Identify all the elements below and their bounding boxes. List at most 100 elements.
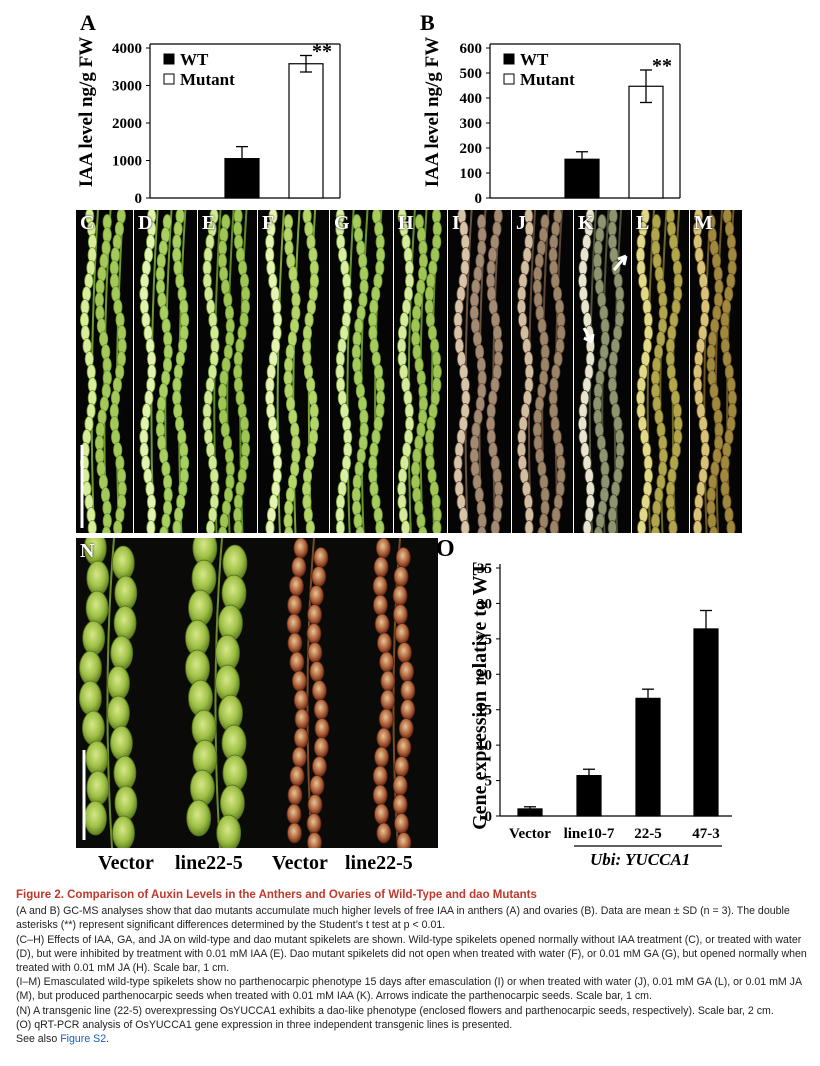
grain: [286, 613, 302, 635]
grain: [376, 822, 392, 844]
figure-s2-link[interactable]: Figure S2: [60, 1033, 107, 1046]
y-tick-label: 1000: [112, 154, 142, 170]
grain: [306, 623, 322, 644]
grain: [372, 594, 388, 616]
panel-d-letter: D: [138, 212, 153, 234]
grain: [311, 756, 327, 777]
grain: [85, 740, 109, 776]
category-label: 47-3: [692, 826, 720, 842]
grain: [392, 794, 408, 815]
caption-see-also: See also Figure S2.: [16, 1033, 110, 1046]
y-tick-label: 3000: [112, 79, 142, 95]
grain: [293, 538, 309, 559]
panel-b-letter: B: [420, 10, 435, 35]
caption-paragraph-im: (I–M) Emasculated wild-type spikelets sh…: [16, 976, 802, 1003]
grain: [372, 784, 388, 806]
y-tick-label: 35: [477, 561, 492, 577]
grain: [86, 770, 110, 806]
panel-f-photo: F: [258, 210, 329, 533]
grain: [313, 547, 329, 568]
y-tick-label: 10: [477, 738, 492, 754]
grain: [186, 799, 212, 837]
grain: [291, 746, 307, 768]
grain: [311, 680, 327, 701]
grain: [392, 604, 408, 625]
grain: [86, 560, 110, 596]
panel-k-photo: K: [574, 210, 631, 533]
grain: [81, 710, 105, 746]
grain: [396, 642, 412, 663]
legend-label: Mutant: [520, 70, 575, 89]
grain: [110, 635, 134, 671]
y-tick-label: 0: [135, 191, 143, 207]
significance-marker: **: [312, 41, 332, 63]
y-tick-label: 500: [460, 66, 483, 82]
grain: [113, 605, 137, 641]
grain: [307, 832, 322, 848]
grain: [79, 650, 102, 686]
grain: [289, 765, 305, 787]
y-tick-label: 200: [460, 141, 483, 157]
panel-i-photo: I: [448, 210, 511, 533]
grain: [307, 794, 323, 815]
panel-n-photo: N: [76, 538, 438, 848]
y-tick-label: 0: [485, 809, 493, 825]
grain: [84, 800, 107, 836]
grain: [113, 755, 137, 791]
grain: [78, 680, 102, 716]
panel-a-ylabel: IAA level ng/g FW: [76, 36, 97, 188]
panel-j-letter: J: [516, 212, 526, 234]
panel-m-letter: M: [694, 212, 713, 234]
grain: [372, 765, 388, 787]
legend-label: WT: [520, 50, 549, 69]
bar-vector: [517, 808, 543, 817]
grain: [82, 620, 106, 656]
grain: [376, 727, 392, 749]
y-tick-label: 30: [477, 596, 492, 612]
grain: [289, 651, 305, 673]
significance-marker: **: [652, 55, 672, 77]
grain: [216, 814, 242, 848]
y-tick-label: 15: [477, 703, 492, 719]
grain: [288, 575, 304, 597]
grain: [286, 803, 302, 825]
caption-paragraph-ab: (A and B) GC-MS analyses show that dao m…: [16, 905, 790, 932]
grain: [313, 699, 329, 720]
grain: [392, 775, 408, 796]
grain: [307, 604, 323, 625]
panel-n-image: [78, 538, 416, 848]
y-tick-label: 600: [460, 41, 483, 57]
y-tick-label: 0: [475, 191, 483, 207]
grain: [111, 545, 135, 581]
caption-title: Figure 2. Comparison of Auxin Levels in …: [16, 889, 537, 901]
bar-mutant: [288, 63, 324, 199]
y-tick-label: 100: [460, 166, 483, 182]
grain: [399, 661, 415, 682]
panel-c-photo: C: [76, 210, 133, 533]
grain: [375, 538, 391, 559]
grain: [372, 575, 388, 597]
grain: [85, 590, 109, 626]
y-tick-label: 2000: [112, 116, 142, 132]
grain: [291, 556, 307, 578]
panel-e-photo: E: [198, 210, 257, 533]
y-tick-label: 25: [477, 632, 492, 648]
grain: [313, 737, 329, 758]
y-tick-label: 5: [485, 774, 493, 790]
panel-h-photo: H: [394, 210, 447, 533]
grain: [291, 670, 307, 692]
grain: [287, 632, 303, 654]
y-tick-label: 4000: [112, 41, 142, 57]
panicle-stem: [106, 538, 115, 848]
panel-n-label-2: line22-5: [175, 852, 243, 874]
grain: [308, 585, 324, 606]
grain: [394, 813, 409, 834]
category-label: 22-5: [634, 826, 662, 842]
grain: [374, 613, 390, 635]
caption-paragraph-ch: (C–H) Effects of IAA, GA, and JA on wild…: [16, 933, 807, 975]
grain: [380, 670, 396, 692]
panicle-stem: [214, 538, 223, 848]
category-label: line10-7: [564, 826, 615, 842]
